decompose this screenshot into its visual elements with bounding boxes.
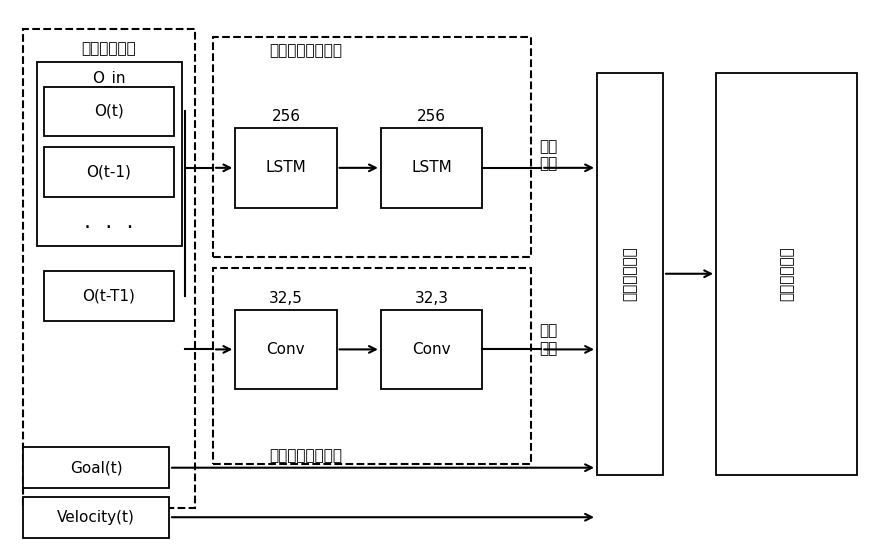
Text: O(t): O(t) [94, 104, 124, 119]
Bar [23, 497, 169, 538]
Text: LSTM: LSTM [266, 160, 306, 175]
Bar [596, 73, 663, 474]
Text: 空间特征提取模块: 空间特征提取模块 [269, 448, 342, 463]
Text: 避障输入模块: 避障输入模块 [81, 41, 136, 56]
Text: ·  ·  ·: · · · [84, 218, 134, 238]
Text: 时序
特征: 时序 特征 [539, 139, 558, 171]
Text: O(t-1): O(t-1) [87, 164, 132, 180]
Bar [716, 73, 858, 474]
Text: Conv: Conv [412, 342, 450, 357]
Bar [381, 310, 482, 389]
Text: 时序特征提取模块: 时序特征提取模块 [269, 43, 342, 59]
Text: 避障全连接层: 避障全连接层 [622, 247, 637, 301]
Bar [43, 147, 174, 197]
Bar [43, 271, 174, 321]
Text: Goal(t): Goal(t) [70, 460, 122, 475]
Text: O(t-T1): O(t-T1) [82, 288, 135, 303]
Bar [381, 128, 482, 208]
Bar [23, 29, 196, 508]
Bar [23, 447, 169, 488]
Text: 32,3: 32,3 [414, 291, 449, 306]
Text: 空间
特征: 空间 特征 [539, 324, 558, 356]
Text: 256: 256 [417, 109, 446, 124]
Text: O_in: O_in [92, 70, 126, 86]
Bar [235, 128, 336, 208]
Text: Velocity(t): Velocity(t) [58, 510, 135, 525]
Bar [213, 37, 531, 257]
Text: Conv: Conv [266, 342, 305, 357]
Text: 256: 256 [272, 109, 300, 124]
Text: 避障输出模块: 避障输出模块 [779, 247, 794, 301]
Bar [43, 87, 174, 136]
Bar [36, 62, 182, 246]
Text: 32,5: 32,5 [269, 291, 303, 306]
Text: LSTM: LSTM [412, 160, 452, 175]
Bar [235, 310, 336, 389]
Bar [213, 268, 531, 463]
